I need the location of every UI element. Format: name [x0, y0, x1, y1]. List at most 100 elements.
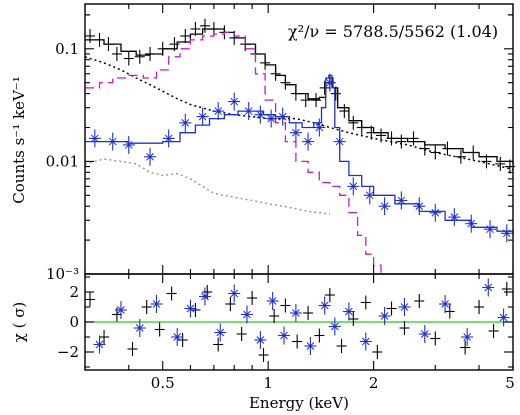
residual-y-axis-label: χ ( σ)	[10, 302, 28, 343]
spectrum-series-4-point-23	[429, 203, 442, 222]
residual-series-1-point-3	[150, 295, 163, 313]
spectrum-series-4-point-3	[144, 147, 157, 166]
spectrum-series-0-point-40	[495, 156, 506, 171]
spectrum-series-0-point-9	[180, 28, 191, 43]
residual-series-0-point-13	[247, 291, 258, 305]
residual-series-0-point-11	[225, 297, 236, 311]
residual-series-1-point-25	[497, 308, 510, 327]
residual-series-0-point-24	[372, 345, 383, 359]
residual-series-1-point-9	[240, 305, 253, 324]
residual-series-1-point-22	[439, 295, 452, 313]
residual-series-0-point-19	[314, 328, 325, 343]
spectrum-y-tick-label-2: 10⁻³	[46, 265, 79, 283]
spectrum-series-0-point-22	[311, 93, 322, 108]
residual-series-1-point-19	[378, 307, 391, 325]
residual-series-0-point-31	[474, 300, 485, 314]
spectrum-series-4-point-13	[289, 123, 302, 142]
spectrum-y-tick-label-1: 0.01	[46, 152, 79, 170]
residual-y-tick-label-1: 0	[69, 313, 79, 331]
spectrum-series-4-point-0	[88, 129, 101, 148]
spectrum-series-0-point-33	[408, 131, 419, 146]
residual-series-1-point-20	[398, 298, 411, 316]
residual-series-1-point-5	[184, 299, 197, 318]
residual-series-0-point-6	[166, 286, 177, 301]
spectrum-series-4-point-7	[212, 102, 225, 121]
residual-series-1-point-23	[461, 328, 474, 346]
residual-y-tick-label-0: −2	[57, 343, 79, 361]
residual-series-0-point-17	[292, 334, 303, 349]
spectrum-series-0-point-0	[84, 28, 95, 43]
residual-series-1-point-4	[171, 328, 184, 346]
residual-series-0-point-14	[258, 348, 269, 362]
residual-series-group	[84, 278, 513, 362]
spectrum-series-6-dotted	[84, 158, 330, 215]
spectrum-series-0-point-4	[123, 51, 134, 66]
spectrum-series-4-point-8	[228, 92, 241, 111]
residual-series-0-point-0	[84, 292, 95, 307]
spectrum-panel: 0.1 0.01 10⁻³ χ²/ν = 5788.5/5562 (1.04) Co…	[10, 3, 515, 283]
spectrum-series-0-point-11	[199, 18, 210, 33]
spectrum-series-4-point-11	[265, 109, 278, 128]
residual-series-0-point-30	[460, 340, 471, 355]
residual-series-0-point-3	[127, 342, 138, 356]
spectrum-series-2-dotted	[84, 56, 514, 171]
spectrum-series-4-point-5	[179, 113, 192, 132]
spectrum-series-4-point-2	[122, 135, 135, 154]
residual-series-0-point-7	[177, 333, 188, 347]
residual-series-0-point-27	[414, 294, 425, 308]
energy-x-tick-label-0: 0.5	[151, 374, 175, 392]
residual-series-1-point-0	[93, 335, 106, 354]
residual-y-tick-labels: −2 0 2	[57, 283, 79, 361]
spectrum-series-5-model-step	[85, 74, 514, 236]
energy-x-tick-label-3: 5	[505, 374, 515, 392]
residual-series-0-point-32	[488, 324, 499, 338]
residual-frame	[84, 273, 514, 371]
spectrum-series-4-point-26	[484, 220, 497, 239]
residual-y-tick-label-2: 2	[69, 283, 79, 301]
residual-series-1-point-6	[198, 287, 211, 306]
residual-series-0-point-26	[399, 321, 410, 335]
spectrum-axis-ticks	[84, 4, 514, 275]
spectrum-series-0-point-5	[134, 49, 145, 64]
spectrum-series-0-point-26	[339, 104, 350, 119]
residual-series-1-point-2	[133, 319, 146, 337]
residual-series-1-point-24	[482, 278, 495, 297]
residual-series-1-point-18	[359, 332, 372, 351]
energy-x-tick-label-1: 1	[263, 374, 273, 392]
residual-series-1-point-17	[342, 302, 355, 321]
residual-series-1-point-13	[289, 304, 302, 322]
residual-series-0-point-29	[444, 304, 455, 319]
residual-series-0-point-20	[324, 288, 335, 302]
energy-x-tick-label-2: 2	[369, 374, 379, 392]
energy-x-axis-label: Energy (keV)	[249, 394, 349, 412]
residual-series-0-point-10	[213, 337, 224, 352]
residual-series-0-point-1	[99, 330, 110, 344]
spectrum-y-tick-label-0: 0.1	[55, 40, 79, 58]
residual-series-0-point-22	[348, 312, 359, 326]
residual-series-0-point-15	[269, 309, 280, 323]
residual-panel: −2 0 2 0.5 1 2 5 Energy (keV) χ ( σ)	[10, 273, 515, 412]
residual-series-0-point-21	[336, 339, 347, 353]
spectrum-series-0-point-32	[396, 134, 407, 149]
spectrum-series-0-point-3	[111, 46, 122, 61]
residual-series-1-point-14	[304, 337, 317, 355]
spectrum-frame	[84, 3, 514, 275]
spectrum-series-4-point-21	[395, 191, 408, 210]
residual-series-0-point-23	[360, 295, 371, 310]
energy-x-tick-labels: 0.5 1 2 5	[151, 374, 515, 392]
spectrum-y-tick-labels: 0.1 0.01 10⁻³	[46, 40, 79, 283]
residual-series-0-point-4	[141, 300, 152, 314]
residual-series-0-point-12	[236, 327, 247, 341]
spectrum-series-group	[84, 18, 515, 274]
residual-series-1-point-12	[278, 326, 291, 345]
residual-series-0-point-33	[501, 282, 512, 296]
residual-series-1-point-21	[418, 325, 431, 343]
spectrum-series-4-point-15	[313, 118, 326, 137]
residual-series-1-point-1	[114, 301, 127, 319]
spectrum-series-4-point-20	[378, 197, 391, 216]
spectrum-series-4-point-18	[347, 177, 360, 196]
residual-series-0-point-16	[280, 298, 291, 313]
spectrum-y-axis-label: Counts s⁻¹ keV⁻¹	[10, 76, 28, 203]
spectrum-series-0-point-21	[300, 93, 311, 108]
